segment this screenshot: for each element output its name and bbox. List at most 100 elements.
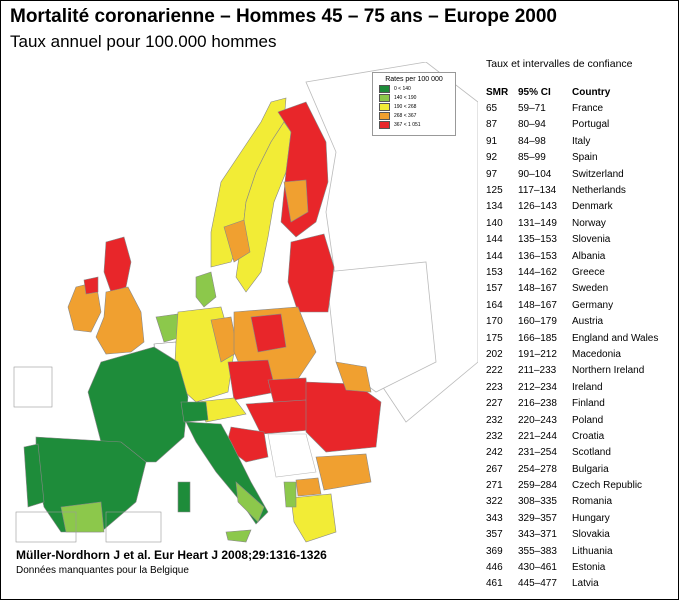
europe-map <box>13 62 478 543</box>
map-region-serbia <box>267 433 317 478</box>
ci-cell: 136–153 <box>518 250 557 262</box>
legend-item: 0 < 140 <box>379 84 455 93</box>
map-region-baltics <box>287 233 335 313</box>
map-region-sicily <box>225 529 252 543</box>
country-cell: Ireland <box>572 381 603 393</box>
map-region-sardinia <box>177 481 191 513</box>
smr-cell: 92 <box>486 152 498 164</box>
smr-cell: 157 <box>486 283 503 295</box>
map-region-italy-south <box>235 481 265 523</box>
map-region-denmark <box>195 271 217 308</box>
table-row: 91 84–98 Italy <box>486 133 679 149</box>
table-body: 65 59–71 France 87 80–94 Portugal 91 84–98 Italy… <box>486 100 679 592</box>
country-cell: Estonia <box>572 562 606 574</box>
table-row: 369 355–383 Lithuania <box>486 543 679 559</box>
table-row: 232 220–243 Poland <box>486 412 679 428</box>
table-row: 461 445–477 Latvia <box>486 576 679 592</box>
smr-cell: 140 <box>486 217 503 229</box>
table-row: 92 85–99 Spain <box>486 150 679 166</box>
table-row: 343 329–357 Hungary <box>486 510 679 526</box>
legend-title: Rates per 100 000 <box>385 76 443 83</box>
map-region-finland-south <box>283 179 309 223</box>
ci-cell: 135–153 <box>518 234 557 246</box>
ci-cell: 430–461 <box>518 562 557 574</box>
legend-label: 367 < 1 051 <box>394 121 421 128</box>
country-cell: Greece <box>572 266 605 278</box>
ci-cell: 259–284 <box>518 480 557 492</box>
map-inset-azores <box>13 366 53 408</box>
smr-cell: 87 <box>486 119 498 131</box>
table-row: 170 160–179 Austria <box>486 313 679 329</box>
map-inset-canaries <box>15 511 77 543</box>
smr-cell: 271 <box>486 480 503 492</box>
column-header-ci: 95% CI <box>518 86 551 98</box>
ci-cell: 329–357 <box>518 512 557 524</box>
smr-cell: 223 <box>486 381 503 393</box>
citation: Müller-Nordhorn J et al. Eur Heart J 200… <box>16 548 327 562</box>
country-cell: Czech Republic <box>572 480 643 492</box>
smr-cell: 446 <box>486 562 503 574</box>
ci-cell: 355–383 <box>518 545 557 557</box>
ci-cell: 221–244 <box>518 430 557 442</box>
map-region-northern-ireland <box>83 276 99 295</box>
ci-cell: 148–167 <box>518 283 557 295</box>
legend-label: 140 < 190 <box>394 94 417 101</box>
table-row: 242 231–254 Scotland <box>486 445 679 461</box>
table-row: 322 308–335 Romania <box>486 494 679 510</box>
table-header-note: Taux et intervalles de confiance <box>486 58 633 70</box>
table-row: 222 211–233 Northern Ireland <box>486 363 679 379</box>
table-row: 202 191–212 Macedonia <box>486 346 679 362</box>
country-cell: Poland <box>572 414 604 426</box>
table-row: 175 166–185 England and Wales <box>486 330 679 346</box>
map-region-bulgaria <box>315 453 372 491</box>
legend-swatch <box>379 111 390 120</box>
smr-cell: 125 <box>486 185 503 197</box>
country-cell: Northern Ireland <box>572 365 645 377</box>
ci-cell: 148–167 <box>518 299 557 311</box>
country-cell: Macedonia <box>572 348 621 360</box>
table-header-row: SMR 95% CI Country <box>486 84 679 100</box>
smr-cell: 134 <box>486 201 503 213</box>
smr-cell: 227 <box>486 398 503 410</box>
legend-swatch <box>379 102 390 111</box>
smr-cell: 232 <box>486 414 503 426</box>
table-row: 153 144–162 Greece <box>486 264 679 280</box>
smr-cell: 357 <box>486 529 503 541</box>
legend-item: 367 < 1 051 <box>379 120 455 129</box>
country-cell: Austria <box>572 316 604 328</box>
legend-swatch <box>379 93 390 102</box>
table-row: 134 126–143 Denmark <box>486 199 679 215</box>
smr-cell: 222 <box>486 365 503 377</box>
ci-cell: 191–212 <box>518 348 557 360</box>
map-region-sweden-south <box>223 219 251 263</box>
smr-cell: 202 <box>486 348 503 360</box>
smr-cell: 170 <box>486 316 503 328</box>
table-row: 267 254–278 Bulgaria <box>486 461 679 477</box>
country-cell: Slovenia <box>572 234 611 246</box>
ci-cell: 231–254 <box>518 447 557 459</box>
ci-cell: 90–104 <box>518 168 552 180</box>
map-region-switzerland <box>180 401 209 423</box>
map-region-poland-red <box>250 313 287 353</box>
map-region-albania <box>283 481 297 508</box>
legend-swatch <box>379 120 390 129</box>
map-legend: Rates per 100 000 0 < 140 140 < 190 190 … <box>372 72 456 136</box>
column-header-country: Country <box>572 86 611 98</box>
ci-cell: 445–477 <box>518 578 557 590</box>
country-cell: Italy <box>572 135 591 147</box>
country-cell: Switzerland <box>572 168 624 180</box>
ci-cell: 59–71 <box>518 103 546 115</box>
ci-cell: 117–134 <box>518 185 557 197</box>
smr-table: SMR 95% CI Country 65 59–71 France 87 80–94 P… <box>486 84 679 592</box>
figure-subtitle: Taux annuel pour 100.000 hommes <box>10 32 277 51</box>
map-region-greece <box>290 493 337 543</box>
table-row: 144 136–153 Albania <box>486 248 679 264</box>
table-row: 446 430–461 Estonia <box>486 559 679 575</box>
country-cell: Scotland <box>572 447 611 459</box>
legend-item: 268 < 367 <box>379 111 455 120</box>
ci-cell: 85–99 <box>518 152 546 164</box>
country-cell: France <box>572 103 604 115</box>
ci-cell: 144–162 <box>518 266 557 278</box>
country-cell: Hungary <box>572 512 610 524</box>
map-region-spain-south <box>60 501 105 533</box>
